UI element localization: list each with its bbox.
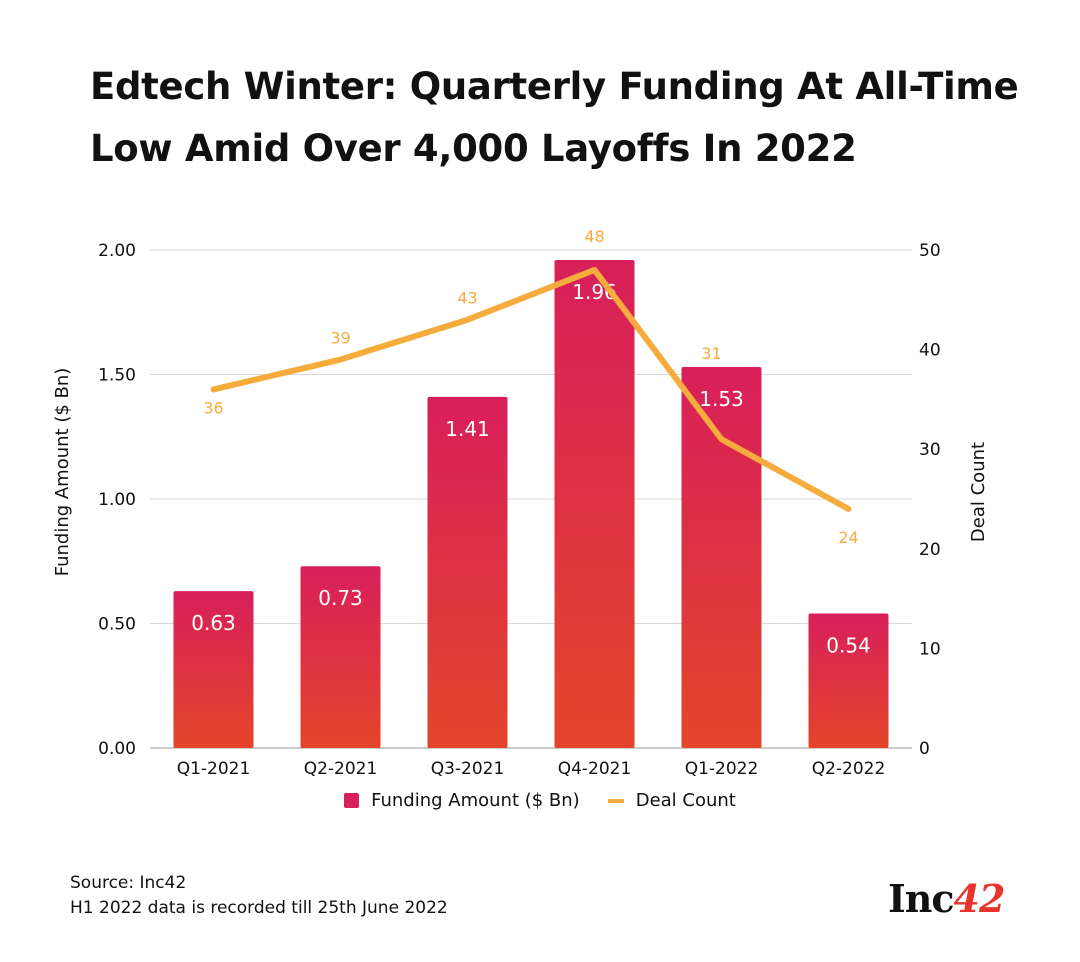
x-axis-ticks: Q1-2021 Q2-2021 Q3-2021 Q4-2021 Q1-2022 Q2-20… [177, 759, 886, 779]
footer: Source: Inc42 H1 2022 data is recorded t… [70, 871, 448, 921]
inc42-logo: Inc42 [888, 876, 1006, 921]
legend: Funding Amount ($ Bn) Deal Count [0, 790, 1080, 811]
bar [173, 591, 254, 748]
y-tick-right: 10 [919, 639, 941, 659]
right-axis-ticks: 0 10 20 30 40 50 [919, 241, 941, 759]
y-tick-right: 40 [919, 341, 941, 361]
y-tick-left: 1.00 [98, 490, 136, 510]
bar-data-label: 0.54 [826, 634, 871, 658]
y-tick-right: 50 [919, 241, 941, 261]
legend-swatch-line [607, 798, 624, 803]
data-note: H1 2022 data is recorded till 25th June … [70, 898, 448, 918]
logo-accent: 42 [953, 876, 1006, 921]
legend-item-funding: Funding Amount ($ Bn) [344, 790, 580, 811]
left-axis-ticks: 0.00 0.50 1.00 1.50 2.00 [98, 241, 136, 759]
legend-label-funding: Funding Amount ($ Bn) [371, 790, 580, 811]
chart-title: Edtech Winter: Quarterly Funding At All-… [90, 56, 1050, 180]
y-tick-right: 30 [919, 440, 941, 460]
legend-swatch-bar [344, 793, 360, 808]
x-tick: Q4-2021 [558, 759, 632, 779]
bar-series: 0.630.731.411.961.530.54 [173, 259, 889, 748]
line-data-label: 31 [701, 344, 721, 363]
legend-item-deal-count: Deal Count [607, 790, 736, 811]
chart-title-line-1: Edtech Winter: Quarterly Funding At All-… [90, 65, 1019, 108]
x-tick: Q2-2022 [812, 759, 886, 779]
line-data-label: 24 [838, 528, 858, 547]
x-tick: Q3-2021 [431, 759, 505, 779]
line-data-label: 39 [330, 329, 350, 348]
legend-label-deal-count: Deal Count [635, 790, 736, 811]
y-tick-left: 2.00 [98, 241, 136, 261]
line-data-label: 48 [584, 227, 604, 246]
line-series: 36 39 43 48 31 24 [203, 227, 858, 547]
line-data-label: 36 [203, 398, 223, 417]
gridlines [150, 249, 912, 749]
logo-text: Inc [888, 876, 955, 921]
line-data-label: 43 [457, 289, 477, 308]
y-tick-left: 1.50 [98, 366, 136, 386]
source-note: Source: Inc42 [70, 873, 187, 893]
x-tick: Q1-2021 [177, 759, 251, 779]
bar-data-label: 0.63 [191, 611, 236, 635]
bar [300, 566, 381, 748]
y-axis-title-left: Funding Amount ($ Bn) [52, 368, 73, 577]
chart-title-line-2: Low Amid Over 4,000 Layoffs In 2022 [90, 127, 857, 170]
deal-count-line [210, 266, 852, 512]
y-tick-right: 20 [919, 540, 941, 560]
y-tick-left: 0.50 [98, 615, 136, 635]
x-tick: Q2-2021 [304, 759, 378, 779]
bar-data-label: 1.53 [699, 387, 744, 411]
bar [681, 367, 762, 748]
bar-data-label: 0.73 [318, 586, 363, 610]
y-axis-title-right: Deal Count [968, 442, 989, 542]
x-tick: Q1-2022 [685, 759, 759, 779]
bar [554, 259, 635, 748]
bar [427, 396, 508, 748]
bar [808, 613, 889, 748]
y-tick-left: 0.00 [98, 739, 136, 759]
y-tick-right: 0 [919, 739, 930, 759]
bar-data-label: 1.41 [445, 417, 490, 441]
